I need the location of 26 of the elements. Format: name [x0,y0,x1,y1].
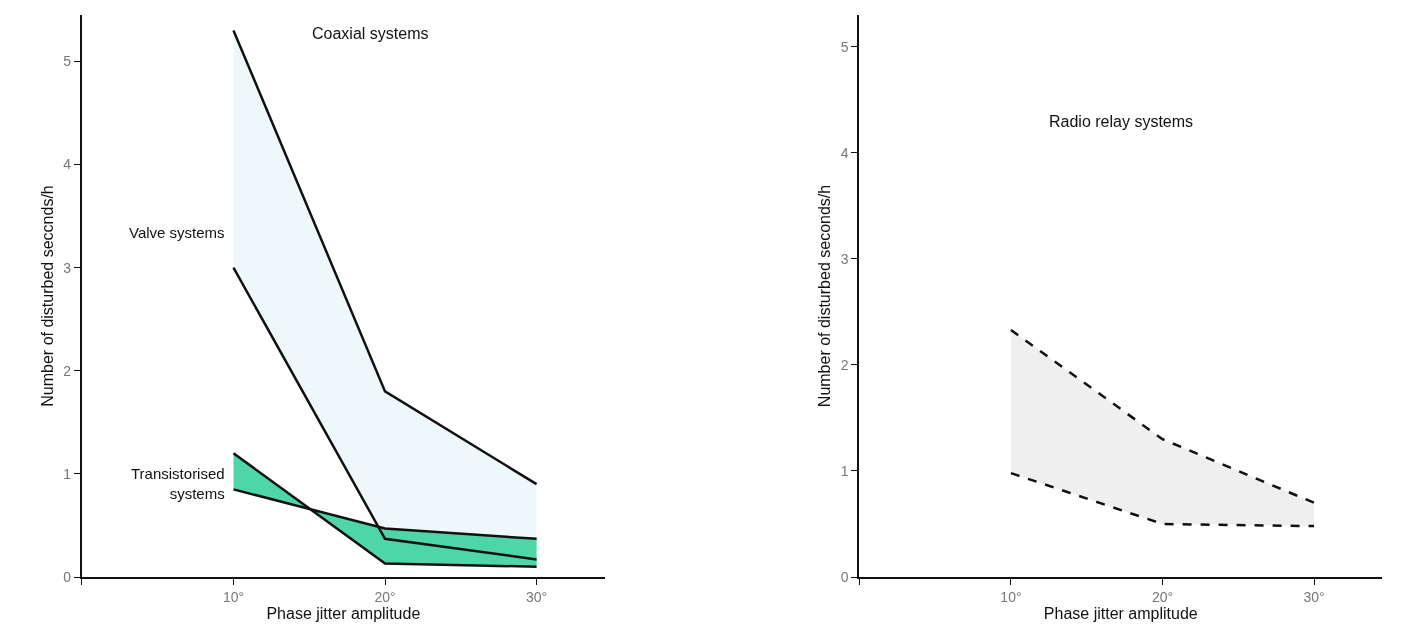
y-tick-label: 0 [63,568,72,585]
x-axis-title: Phase jitter amplitude [266,604,421,622]
y-tick-label: 0 [840,568,849,585]
x-tick-label: 30° [526,588,548,605]
y-axis-title: Number of disturbed seconds/h [816,184,834,408]
y-tick-label: 4 [840,144,849,161]
series-label: Transistorised systems [131,465,225,502]
y-tick-label: 5 [840,38,849,55]
y-tick-label: 1 [63,465,72,482]
y-tick-label: 3 [63,259,72,276]
x-tick-label: 30° [1303,588,1325,605]
x-tick-label: 10° [222,588,245,605]
text: Coaxial systems [312,25,429,42]
y-tick-label: 4 [63,156,72,173]
y-axis-title: Number of disturbed seccnds/h [38,185,56,407]
series-label: Valve systems [129,224,225,241]
y-tick-label: 1 [840,462,849,479]
x-tick-label: 20° [1151,588,1174,605]
text: Radio relay systems [1049,113,1194,130]
y-tick-label: 2 [63,362,72,379]
x-tick-label: 10° [1000,588,1022,605]
y-tick-label: 5 [63,53,72,70]
y-tick-label: 3 [840,250,849,267]
y-tick-label: 2 [840,356,849,373]
x-axis-title: Phase jitter amplitude [1043,604,1198,622]
x-tick-label: 20° [374,588,396,605]
